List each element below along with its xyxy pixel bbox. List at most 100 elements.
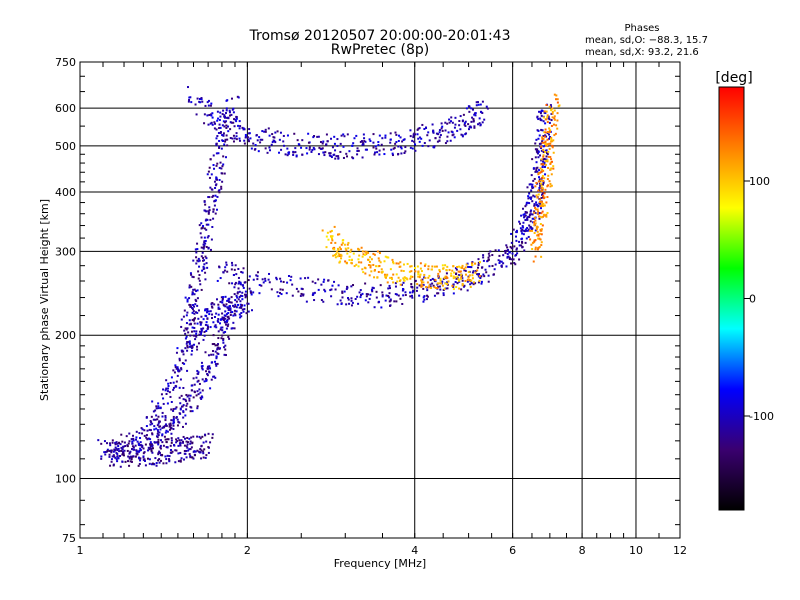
- data-point: [204, 314, 207, 317]
- data-point: [543, 131, 546, 134]
- data-point: [540, 110, 543, 113]
- data-point: [232, 121, 235, 124]
- data-point: [441, 264, 444, 267]
- data-point: [182, 416, 185, 419]
- data-point: [240, 271, 243, 274]
- data-point: [276, 291, 279, 294]
- data-point: [147, 437, 150, 440]
- data-point: [185, 335, 188, 338]
- data-point: [183, 444, 186, 447]
- data-point: [410, 285, 413, 288]
- data-point: [538, 237, 541, 240]
- data-point: [429, 279, 432, 282]
- data-point: [424, 276, 427, 279]
- data-point: [362, 253, 365, 256]
- data-point: [231, 311, 234, 314]
- data-point: [108, 455, 111, 458]
- data-point: [244, 290, 247, 293]
- data-point: [154, 457, 157, 460]
- data-point: [535, 201, 538, 204]
- data-point: [531, 241, 534, 244]
- data-point: [203, 448, 206, 451]
- data-point: [197, 317, 200, 320]
- data-point: [241, 295, 244, 298]
- data-point: [227, 299, 230, 302]
- data-point: [523, 213, 526, 216]
- data-point: [537, 118, 540, 121]
- data-point: [369, 264, 372, 267]
- data-point: [550, 106, 553, 109]
- data-point: [289, 279, 292, 282]
- data-point: [155, 427, 158, 430]
- data-point: [233, 327, 236, 330]
- data-point: [534, 212, 537, 215]
- data-point: [192, 377, 195, 380]
- data-point: [380, 268, 383, 271]
- data-point: [371, 289, 374, 292]
- data-point: [225, 134, 228, 137]
- data-point: [148, 448, 151, 451]
- data-point: [223, 172, 226, 175]
- colorbar-label: [deg]: [715, 70, 752, 86]
- data-point: [477, 263, 480, 266]
- data-point: [110, 449, 113, 452]
- data-point: [527, 215, 530, 218]
- data-point: [389, 132, 392, 135]
- data-point: [498, 262, 501, 265]
- data-point: [208, 365, 211, 368]
- data-point: [380, 306, 383, 309]
- data-point: [401, 289, 404, 292]
- data-point: [394, 282, 397, 285]
- data-point: [159, 447, 162, 450]
- data-point: [185, 328, 188, 331]
- data-point: [541, 188, 544, 191]
- data-point: [556, 119, 559, 122]
- data-point: [470, 266, 473, 269]
- data-point: [225, 261, 228, 264]
- data-point: [151, 400, 154, 403]
- data-point: [206, 367, 209, 370]
- data-point: [456, 265, 459, 268]
- data-point: [161, 433, 164, 436]
- data-point: [172, 424, 175, 427]
- data-point: [238, 306, 241, 309]
- data-point: [159, 425, 162, 428]
- data-point: [542, 160, 545, 163]
- data-point: [397, 294, 400, 297]
- data-point: [186, 402, 189, 405]
- data-point: [436, 140, 439, 143]
- data-point: [544, 188, 547, 191]
- data-point: [329, 289, 332, 292]
- data-point: [406, 278, 409, 281]
- data-point: [192, 304, 195, 307]
- data-point: [192, 259, 195, 262]
- data-point: [170, 437, 173, 440]
- data-point: [539, 182, 542, 185]
- data-point: [368, 274, 371, 277]
- data-point: [455, 268, 458, 271]
- data-point: [223, 114, 226, 117]
- data-point: [285, 292, 288, 295]
- data-point: [543, 135, 546, 138]
- data-point: [545, 118, 548, 121]
- data-point: [539, 112, 542, 115]
- data-point: [277, 295, 280, 298]
- data-point: [375, 290, 378, 293]
- data-point: [156, 432, 159, 435]
- data-point: [294, 151, 297, 154]
- data-point: [279, 291, 282, 294]
- data-point: [328, 154, 331, 157]
- data-point: [226, 320, 229, 323]
- data-point: [234, 305, 237, 308]
- data-point: [126, 445, 129, 448]
- data-point: [149, 445, 152, 448]
- data-point: [456, 282, 459, 285]
- data-point: [184, 437, 187, 440]
- data-point: [502, 262, 505, 265]
- data-point: [551, 160, 554, 163]
- data-point: [202, 243, 205, 246]
- data-point: [177, 460, 180, 463]
- data-point: [157, 453, 160, 456]
- data-point: [473, 126, 476, 129]
- data-point: [127, 442, 130, 445]
